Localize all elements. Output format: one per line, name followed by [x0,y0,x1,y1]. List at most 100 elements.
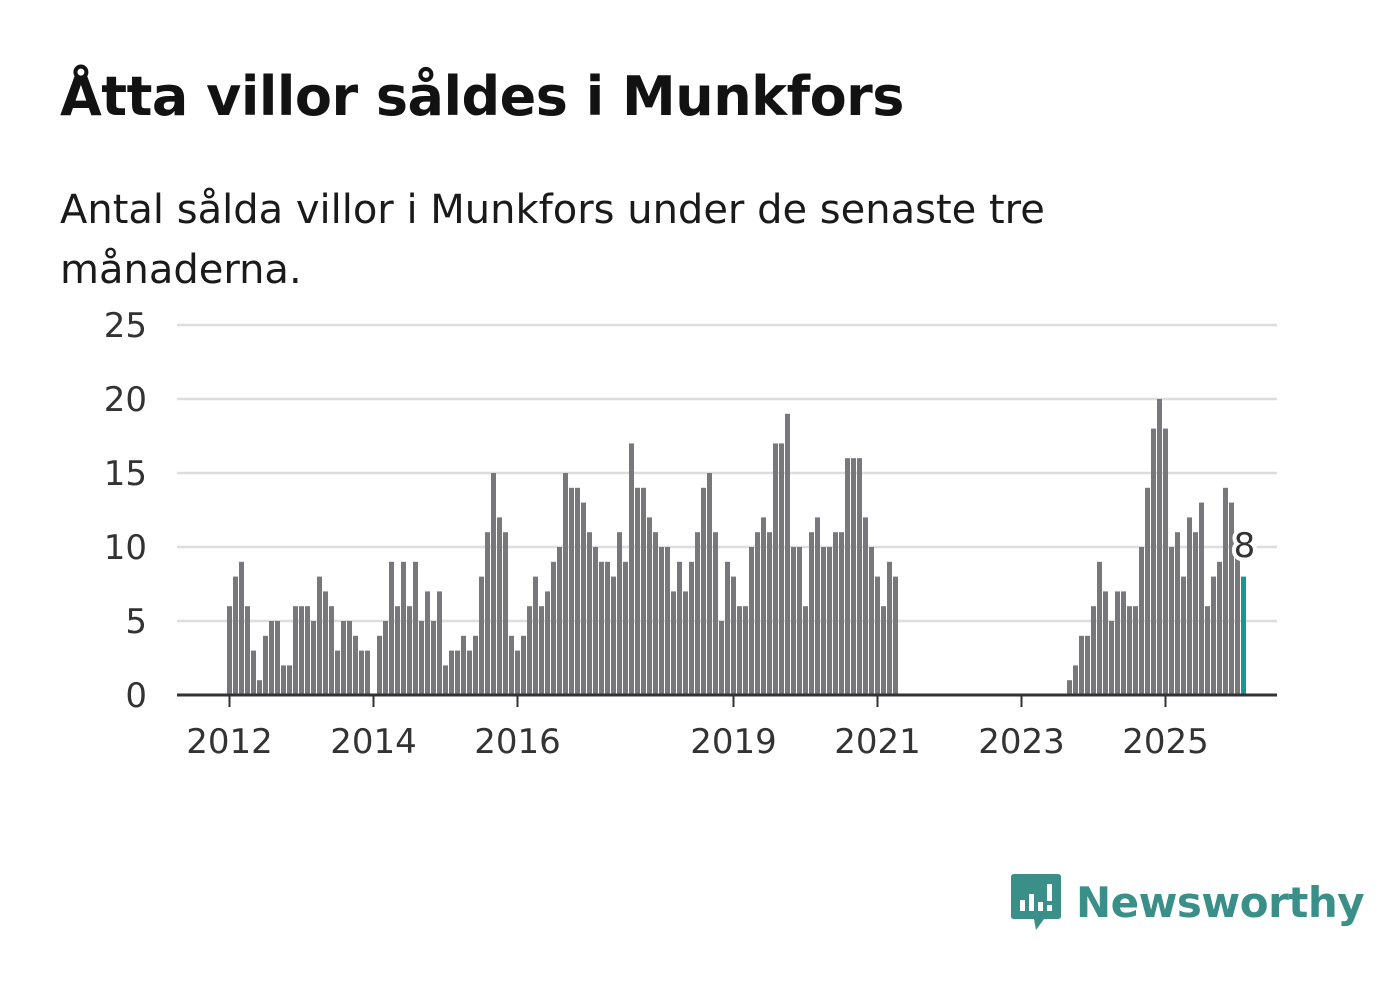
bar [869,547,874,695]
bar [635,487,640,695]
bar [575,487,580,695]
bar [299,606,304,695]
bar [713,532,718,695]
bar [1115,591,1120,695]
bar [1085,635,1090,695]
bar [1157,399,1162,695]
bar [1097,561,1102,695]
bar [323,591,328,695]
bar [749,547,754,695]
bar [539,606,544,695]
bar [437,591,442,695]
bar [629,443,634,695]
bar [311,621,316,695]
bar [827,547,832,695]
bar [515,650,520,695]
bar [725,561,730,695]
bar [293,606,298,695]
bar [719,621,724,695]
bar [851,458,856,695]
bar [695,532,700,695]
bar [563,473,568,695]
bar [1163,428,1168,695]
bar [1229,502,1234,695]
y-tick-label: 15 [104,454,147,494]
x-axis-labels: 2012 2014 2016 2019 2021 2023 2025 [186,722,1209,762]
chart-subtitle: Antal sålda villor i Munkfors under de s… [60,187,1045,293]
bar [845,458,850,695]
bar [887,561,892,695]
x-axis [177,693,1277,707]
bar [863,517,868,695]
bar [569,487,574,695]
x-tick-label: 2023 [978,722,1065,762]
bar [227,606,232,695]
bar [275,621,280,695]
bar [1073,665,1078,695]
bar [407,606,412,695]
bar [365,650,370,695]
bar [269,621,274,695]
bar [473,635,478,695]
bar [521,635,526,695]
chart-title: Åtta villor såldes i Munkfors [60,65,904,128]
brand-logo: Newsworthy [1010,872,1365,932]
bar [1235,547,1240,695]
bar [425,591,430,695]
bar [1079,635,1084,695]
bar [305,606,310,695]
bar [1223,487,1228,695]
y-tick-label: 25 [104,306,147,346]
bar [893,576,898,695]
bar [467,650,472,695]
x-tick-label: 2014 [330,722,417,762]
bar [833,532,838,695]
bar [377,635,382,695]
y-tick-label: 0 [125,676,147,716]
bar [839,532,844,695]
bar [701,487,706,695]
bar [779,443,784,695]
bar [641,487,646,695]
bar [257,680,262,695]
bar [809,532,814,695]
bar [743,606,748,695]
bar [707,473,712,695]
bar [503,532,508,695]
x-tick-label: 2021 [834,722,921,762]
bar [659,547,664,695]
bar [491,473,496,695]
bar [737,606,742,695]
bar [1121,591,1126,695]
brand-name: Newsworthy [1076,877,1365,927]
bar [1205,606,1210,695]
bar [755,532,760,695]
bar [1241,576,1246,695]
newsworthy-chart-bubble-icon [1011,874,1061,930]
bar [875,576,880,695]
bar [389,561,394,695]
bar [353,635,358,695]
bar [383,621,388,695]
bar [599,561,604,695]
bar [797,547,802,695]
bar [317,576,322,695]
bar [671,591,676,695]
bar [1199,502,1204,695]
bar [785,413,790,695]
bar [1211,576,1216,695]
bar [533,576,538,695]
bar [395,606,400,695]
bar [1175,532,1180,695]
bar [821,547,826,695]
bar [479,576,484,695]
bar [545,591,550,695]
annotation-label: 8 [1234,526,1256,566]
bar [587,532,592,695]
x-tick-label: 2016 [474,722,561,762]
bar [1091,606,1096,695]
bar [815,517,820,695]
bar [497,517,502,695]
bar [1169,547,1174,695]
